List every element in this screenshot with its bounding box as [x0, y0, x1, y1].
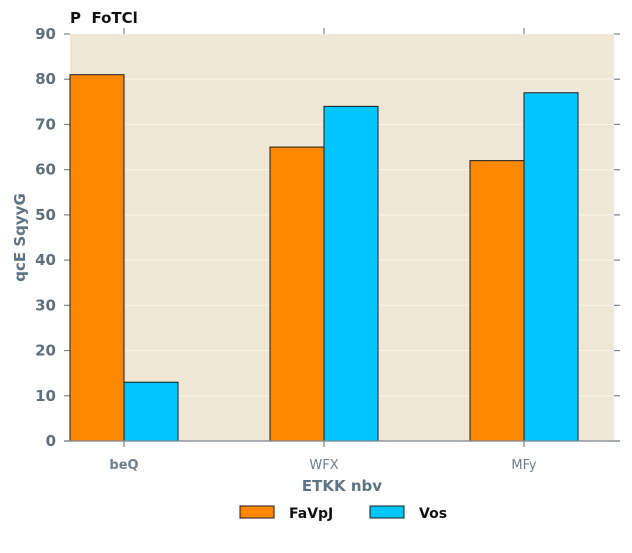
legend-swatch-FaVpJ [239, 505, 275, 519]
bar-FaVpJ-WFX [269, 146, 325, 442]
y-tick-label: 90 [35, 25, 56, 43]
x-axis: beQ WFX MFy [64, 28, 620, 473]
y-tick-label: 20 [35, 342, 56, 360]
y-axis-label: qcE SqyyG [11, 193, 29, 282]
legend-swatch-Vos [369, 505, 405, 519]
y-tick-label: 0 [46, 432, 56, 450]
y-tick-label: 70 [35, 115, 56, 133]
bar-FaVpJ-MFy [469, 160, 525, 442]
x-axis-label: ETKK nbv [302, 477, 382, 495]
bar-Vos-beQ [123, 381, 179, 442]
bar-Vos-MFy [523, 92, 579, 442]
y-tick-label: 40 [35, 251, 56, 269]
x-tick-label: WFX [309, 458, 338, 473]
legend: FaVpJ Vos [239, 505, 447, 522]
bar-FaVpJ-beQ [69, 74, 125, 442]
y-tick-label: 30 [35, 296, 56, 314]
legend-label: FaVpJ [289, 506, 333, 522]
bars [69, 74, 579, 442]
chart-title: P FoTCl [70, 9, 138, 27]
y-tick-label: 60 [35, 161, 56, 179]
x-tick-label: beQ [109, 458, 138, 473]
y-tick-label: 10 [35, 387, 56, 405]
legend-label: Vos [419, 506, 447, 522]
y-tick-label: 50 [35, 206, 56, 224]
x-tick-label: MFy [511, 458, 537, 473]
bar-Vos-WFX [323, 105, 379, 442]
y-tick-label: 80 [35, 70, 56, 88]
